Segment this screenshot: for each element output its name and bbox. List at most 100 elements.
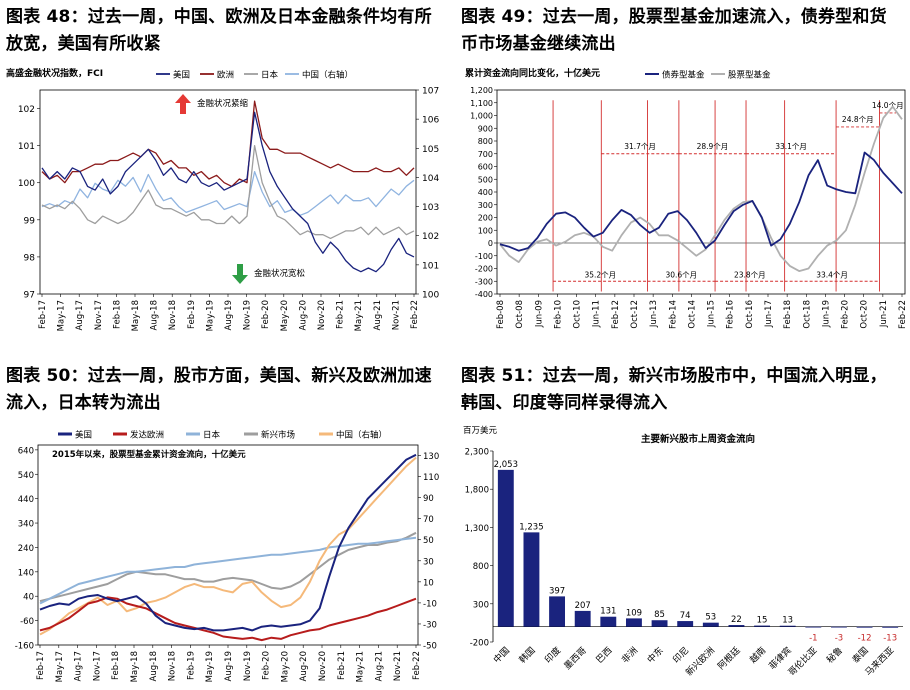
legend-label: 美国: [173, 70, 190, 81]
y-right-tick-label: 110: [423, 473, 439, 483]
annotation-label: 金融状况紧缩: [197, 98, 249, 109]
bar-value-label: 1,235: [519, 522, 543, 532]
y-axis-title: 2015年以来，股票型基金累计资金流向，十亿美元: [52, 449, 246, 460]
x-tick-label: Nov-17: [92, 651, 102, 681]
category-label: 巴西: [594, 645, 615, 666]
bar: [728, 625, 745, 627]
y-right-tick-label: 101: [422, 261, 439, 271]
y-left-tick-label: 97: [24, 291, 35, 301]
series-line: [499, 151, 903, 252]
category-label: 阿根廷: [715, 644, 743, 672]
x-tick-label: Aug-19: [224, 651, 234, 681]
period-label: 14.0个月: [872, 101, 904, 110]
bar-value-label: -1: [809, 634, 817, 644]
series-line: [39, 453, 417, 632]
y-right-tick-label: -30: [423, 620, 437, 630]
x-tick-label: Aug-20: [298, 300, 308, 330]
y-right-tick-label: 106: [422, 116, 439, 126]
y-left-tick-label: 100: [18, 179, 35, 189]
bar-value-label: 15: [757, 616, 768, 626]
x-tick-label: Feb-20: [261, 300, 271, 329]
x-tick-label: Oct-10: [573, 300, 583, 329]
y-right-tick-label: 102: [422, 232, 439, 242]
category-label: 中东: [644, 644, 665, 665]
x-tick-label: May-18: [130, 651, 140, 682]
bar-value-label: -13: [883, 634, 897, 644]
bar: [805, 626, 822, 628]
y-right-tick-label: 130: [423, 452, 439, 462]
x-tick-label: Jun-15: [707, 300, 717, 328]
tighten-arrow-icon: [175, 94, 191, 114]
y-left-tick-label: 240: [18, 544, 34, 554]
bar: [574, 610, 591, 627]
y-tick-label: 900: [478, 124, 493, 133]
period-label: 35.2个月: [584, 270, 616, 279]
x-tick-label: Feb-10: [553, 300, 563, 329]
period-label: 31.7个月: [624, 142, 656, 151]
x-tick-label: Jun-19: [821, 300, 831, 328]
x-tick-label: May-19: [205, 300, 215, 331]
x-tick-label: Feb-18: [783, 300, 793, 329]
y-right-tick-label: 104: [422, 174, 439, 184]
x-tick-label: Nov-21: [393, 651, 403, 681]
bar-value-label: 2,053: [494, 460, 518, 470]
x-tick-label: Jun-11: [592, 300, 602, 328]
y-tick-label: 300: [478, 201, 493, 210]
category-label: 秘鲁: [824, 644, 845, 665]
y-left-tick-label: 140: [18, 568, 34, 578]
y-tick-label: 1,100: [470, 99, 493, 108]
x-tick-label: Feb-18: [111, 651, 121, 680]
bar: [497, 469, 514, 627]
x-tick-label: May-21: [354, 300, 364, 331]
chart-fci: 97 98 99 100 101 102 100 101 102 103 104 105 106 107 F…: [6, 67, 439, 331]
y-tick-label: 0: [488, 239, 493, 248]
annotation-label: 金融状况宽松: [254, 268, 306, 279]
y-left-tick-label: -60: [20, 617, 34, 627]
y-tick-label: 500: [478, 175, 493, 184]
plot-frame: [37, 444, 419, 646]
bar: [625, 618, 642, 627]
bar-value-label: 22: [731, 615, 742, 625]
y-left-tick-label: 99: [24, 216, 36, 226]
panel-title: 图表 50：过去一周，股市方面，美国、新兴及欧洲加速 流入，日本转为流出: [6, 366, 432, 413]
bar-value-label: 131: [600, 607, 616, 617]
legend-label: 日本: [261, 70, 279, 81]
x-tick-label: May-20: [280, 300, 290, 331]
y-right-tick-label: 100: [422, 291, 439, 301]
category-label: 马来西亚: [863, 645, 896, 678]
x-tick-label: Aug-19: [224, 300, 234, 330]
y-tick-label: 1,300: [465, 524, 489, 534]
bar: [856, 626, 873, 628]
category-label: 印尼: [670, 644, 691, 665]
bar: [600, 616, 617, 627]
bar-value-label: -3: [835, 634, 843, 644]
legend-label: 中国（右轴）: [336, 430, 387, 441]
legend-label: 股票型基金: [728, 70, 771, 81]
bar: [677, 621, 694, 627]
x-tick-label: Feb-22: [898, 300, 908, 329]
x-tick-label: Oct-12: [630, 300, 640, 329]
y-tick-label: 700: [478, 150, 493, 159]
y-left-tick-label: 340: [18, 520, 34, 530]
x-tick-label: Feb-20: [841, 300, 851, 329]
x-tick-label: Nov-19: [243, 300, 253, 330]
y-right-tick-label: 105: [422, 145, 439, 155]
y-tick-label: -200: [475, 265, 493, 274]
y-right-tick-label: -10: [423, 599, 437, 609]
x-tick-label: Nov-21: [391, 300, 401, 330]
panel-equity-flows: 图表 50：过去一周，股市方面，美国、新兴及欧洲加速 流入，日本转为流出 -16…: [0, 345, 455, 690]
x-tick-label: Oct-08: [515, 300, 525, 329]
category-label: 墨西哥: [562, 645, 589, 672]
x-tick-label: Oct-18: [802, 300, 812, 329]
x-tick-label: Aug-18: [150, 300, 160, 330]
y-tick-label: -100: [475, 252, 493, 261]
panel-em-flows: 图表 51：过去一周，新兴市场股市中，中国流入明显， 韩国、印度等同样录得流入 …: [455, 345, 910, 690]
y-tick-label: -400: [475, 290, 493, 299]
category-label: 韩国: [516, 644, 537, 665]
chart-equity-flows: -160 -60 40 140 240 340 440 540 640 -50 -30 -10 10 30…: [15, 430, 440, 683]
x-tick-label: Jun-09: [534, 300, 544, 328]
y-axis-title: 百万美元: [463, 425, 498, 436]
y-left-tick-label: 101: [18, 142, 35, 152]
x-tick-label: Feb-12: [611, 300, 621, 329]
